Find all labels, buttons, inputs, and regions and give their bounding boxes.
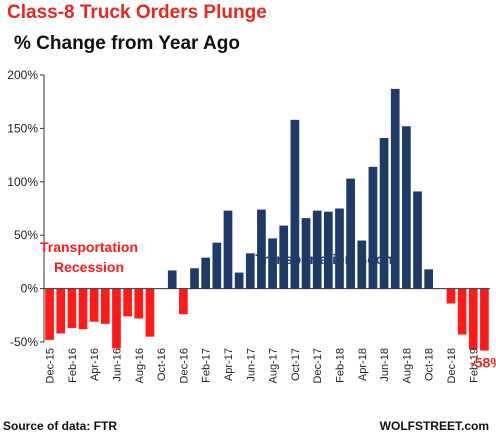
y-tick-label: -50%	[10, 335, 38, 349]
bar	[424, 269, 434, 289]
bar	[167, 270, 177, 289]
x-tick-label: Apr-16	[89, 348, 101, 381]
bar	[268, 238, 277, 289]
bar	[112, 288, 121, 349]
bar	[100, 288, 110, 324]
x-tick-label: Oct-16	[156, 348, 168, 381]
bar	[223, 210, 233, 289]
y-tick-label: 0%	[21, 282, 39, 296]
x-tick-label: Dec-16	[178, 348, 190, 383]
bar	[89, 288, 99, 322]
y-tick-label: 150%	[7, 121, 38, 135]
bar	[245, 253, 255, 289]
x-tick-label: Apr-18	[357, 348, 369, 381]
bar	[346, 178, 355, 289]
annotation-recession-line1: Transportation	[40, 239, 138, 255]
bar	[368, 166, 378, 289]
bar	[45, 288, 54, 340]
x-tick-label: Aug-16	[134, 348, 146, 383]
bar	[78, 288, 88, 330]
y-tick-label: 100%	[7, 175, 38, 189]
chart-subtitle: % Change from Year Ago	[14, 33, 240, 54]
bar	[67, 288, 77, 329]
bar	[145, 288, 155, 337]
annotation-boom: Transportation Boom	[255, 251, 397, 267]
bar	[179, 288, 188, 315]
bar	[301, 218, 311, 289]
data-label-last: -58%	[470, 355, 496, 371]
bar	[123, 288, 132, 317]
bar	[457, 288, 467, 335]
bar	[323, 211, 333, 289]
x-tick-label: Oct-18	[424, 348, 436, 381]
x-tick-label: Dec-18	[446, 348, 458, 383]
bar	[390, 88, 400, 289]
x-tick-label: Oct-17	[290, 348, 302, 381]
bar	[190, 268, 199, 289]
bar	[480, 288, 489, 351]
annotation-recession-line2: Recession	[54, 259, 124, 275]
bar	[134, 288, 144, 319]
x-tick-label: Feb-19	[468, 348, 480, 383]
chart-title: Class-8 Truck Orders Plunge	[7, 2, 267, 23]
bar	[56, 288, 66, 334]
bar	[468, 288, 478, 350]
x-tick-label: Feb-17	[201, 348, 213, 383]
bar	[413, 191, 422, 289]
bar	[212, 242, 222, 289]
bar	[379, 138, 389, 289]
bar	[290, 119, 300, 289]
bar	[201, 257, 211, 289]
bar	[335, 208, 344, 289]
x-tick-label: Dec-15	[45, 348, 57, 383]
y-tick-label: 50%	[14, 228, 38, 242]
bar	[312, 210, 322, 289]
x-tick-label: Aug-18	[401, 348, 413, 383]
brand-label: WOLFSTREET.com	[379, 419, 489, 433]
x-tick-label: Aug-17	[268, 348, 280, 383]
x-tick-label: Feb-18	[334, 348, 346, 383]
x-tick-label: Apr-17	[223, 348, 235, 381]
source-note: Source of data: FTR	[3, 419, 118, 433]
bar	[279, 225, 289, 289]
bar	[234, 272, 244, 289]
y-tick-label: 200%	[7, 68, 38, 82]
x-tick-label: Jun-18	[379, 348, 391, 382]
bar	[357, 240, 367, 289]
bar	[446, 288, 456, 304]
x-tick-label: Feb-16	[67, 348, 79, 383]
bar	[257, 209, 266, 289]
x-tick-label: Jun-16	[111, 348, 123, 382]
bar	[402, 126, 411, 289]
x-tick-label: Jun-17	[245, 348, 257, 382]
x-tick-label: Dec-17	[312, 348, 324, 383]
